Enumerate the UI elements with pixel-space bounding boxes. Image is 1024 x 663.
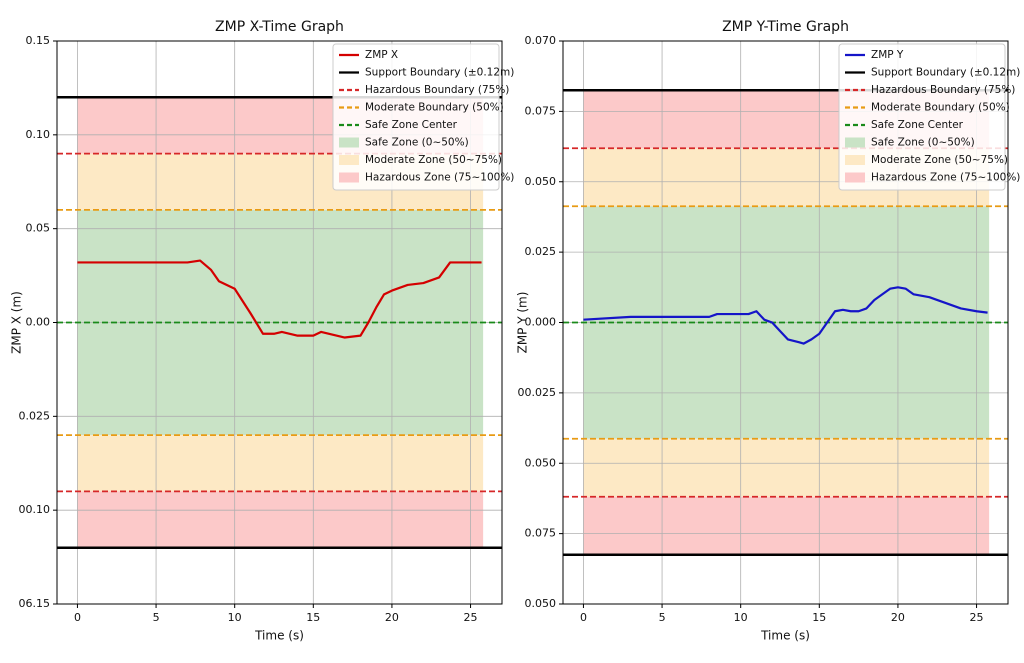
zone xyxy=(77,435,484,492)
y-tick-label: 0.050 xyxy=(525,175,557,188)
legend-label: Hazardous Zone (75~100%) xyxy=(871,172,1020,184)
zone xyxy=(77,491,484,548)
x-tick-label: 10 xyxy=(734,611,748,624)
legend-label: Moderate Zone (50~75%) xyxy=(871,154,1008,166)
x-tick-label: 0 xyxy=(580,611,587,624)
legend-label: Moderate Boundary (50%) xyxy=(871,102,1010,114)
legend-swatch xyxy=(339,172,359,183)
y-axis-label: ZMP Y (m) xyxy=(516,292,530,354)
legend-label: Moderate Zone (50~75%) xyxy=(365,154,502,166)
x-tick-label: 5 xyxy=(659,611,666,624)
legend-label: Safe Zone Center xyxy=(871,119,964,131)
subplot: 0 5 10 15 20 25 0.050 0.075 0.050 00.025 0.000 0.02… xyxy=(516,19,1021,643)
y-tick-label: 06.15 xyxy=(19,597,51,610)
legend-label: Support Boundary (±0.12m) xyxy=(365,67,514,79)
legend-label: Support Boundary (±0.12m) xyxy=(871,67,1020,79)
x-tick-label: 15 xyxy=(812,611,826,624)
zone xyxy=(583,438,990,497)
y-tick-label: 0.05 xyxy=(26,222,51,235)
y-tick-label: 0.10 xyxy=(26,128,51,141)
x-tick-label: 0 xyxy=(74,611,81,624)
legend-label: Moderate Boundary (50%) xyxy=(365,102,504,114)
y-tick-label: 0.025 xyxy=(525,245,557,258)
legend-swatch xyxy=(845,155,865,165)
legend-swatch xyxy=(339,155,359,165)
y-tick-label: 00.025 xyxy=(518,386,557,399)
x-axis-label: Time (s) xyxy=(760,629,810,643)
legend-label: ZMP X xyxy=(365,49,398,61)
x-axis-label: Time (s) xyxy=(254,629,304,643)
y-tick-label: 0.050 xyxy=(525,456,557,469)
y-tick-label: 00.10 xyxy=(19,503,51,516)
plot-frame xyxy=(562,40,1009,605)
chart-title: ZMP Y-Time Graph xyxy=(722,19,849,35)
y-axis-label: ZMP X (m) xyxy=(10,291,24,354)
x-tick-label: 25 xyxy=(464,611,478,624)
y-tick-label: 0.025 xyxy=(19,409,51,422)
x-tick-label: 25 xyxy=(970,611,984,624)
legend-label: Safe Zone Center xyxy=(365,119,458,131)
legend-box xyxy=(838,43,1006,191)
x-tick-label: 10 xyxy=(228,611,242,624)
data-line xyxy=(583,286,988,345)
x-tick-label: 15 xyxy=(306,611,320,624)
x-tick-label: 20 xyxy=(891,611,905,624)
y-tick-label: 0.000 xyxy=(525,316,557,329)
subplot: 0 5 10 15 20 25 06.15 00.10 0.025 0.00 0.05 0.10 0.1… xyxy=(10,19,515,643)
legend-label: Safe Zone (0~50%) xyxy=(871,137,975,149)
chart-title: ZMP X-Time Graph xyxy=(215,19,344,35)
legend-label: Hazardous Boundary (75%) xyxy=(365,84,509,96)
plot-frame xyxy=(56,40,503,605)
x-tick-label: 20 xyxy=(385,611,399,624)
data-line xyxy=(77,259,482,339)
y-tick-label: 0.050 xyxy=(525,597,557,610)
y-tick-label: 0.15 xyxy=(26,34,51,47)
legend-swatch xyxy=(339,137,359,148)
legend-swatch xyxy=(845,172,865,183)
y-tick-label: 0.00 xyxy=(26,316,51,329)
legend-label: Safe Zone (0~50%) xyxy=(365,137,469,149)
legend-label: Hazardous Boundary (75%) xyxy=(871,84,1015,96)
legend-swatch xyxy=(845,137,865,148)
y-tick-label: 0.070 xyxy=(525,34,557,47)
y-tick-label: 0.075 xyxy=(525,527,557,540)
legend-box xyxy=(332,43,500,191)
legend-label: Hazardous Zone (75~100%) xyxy=(365,172,514,184)
zone xyxy=(583,496,990,555)
x-tick-label: 5 xyxy=(153,611,160,624)
legend-label: ZMP Y xyxy=(871,49,904,61)
y-tick-label: 0.075 xyxy=(525,104,557,117)
